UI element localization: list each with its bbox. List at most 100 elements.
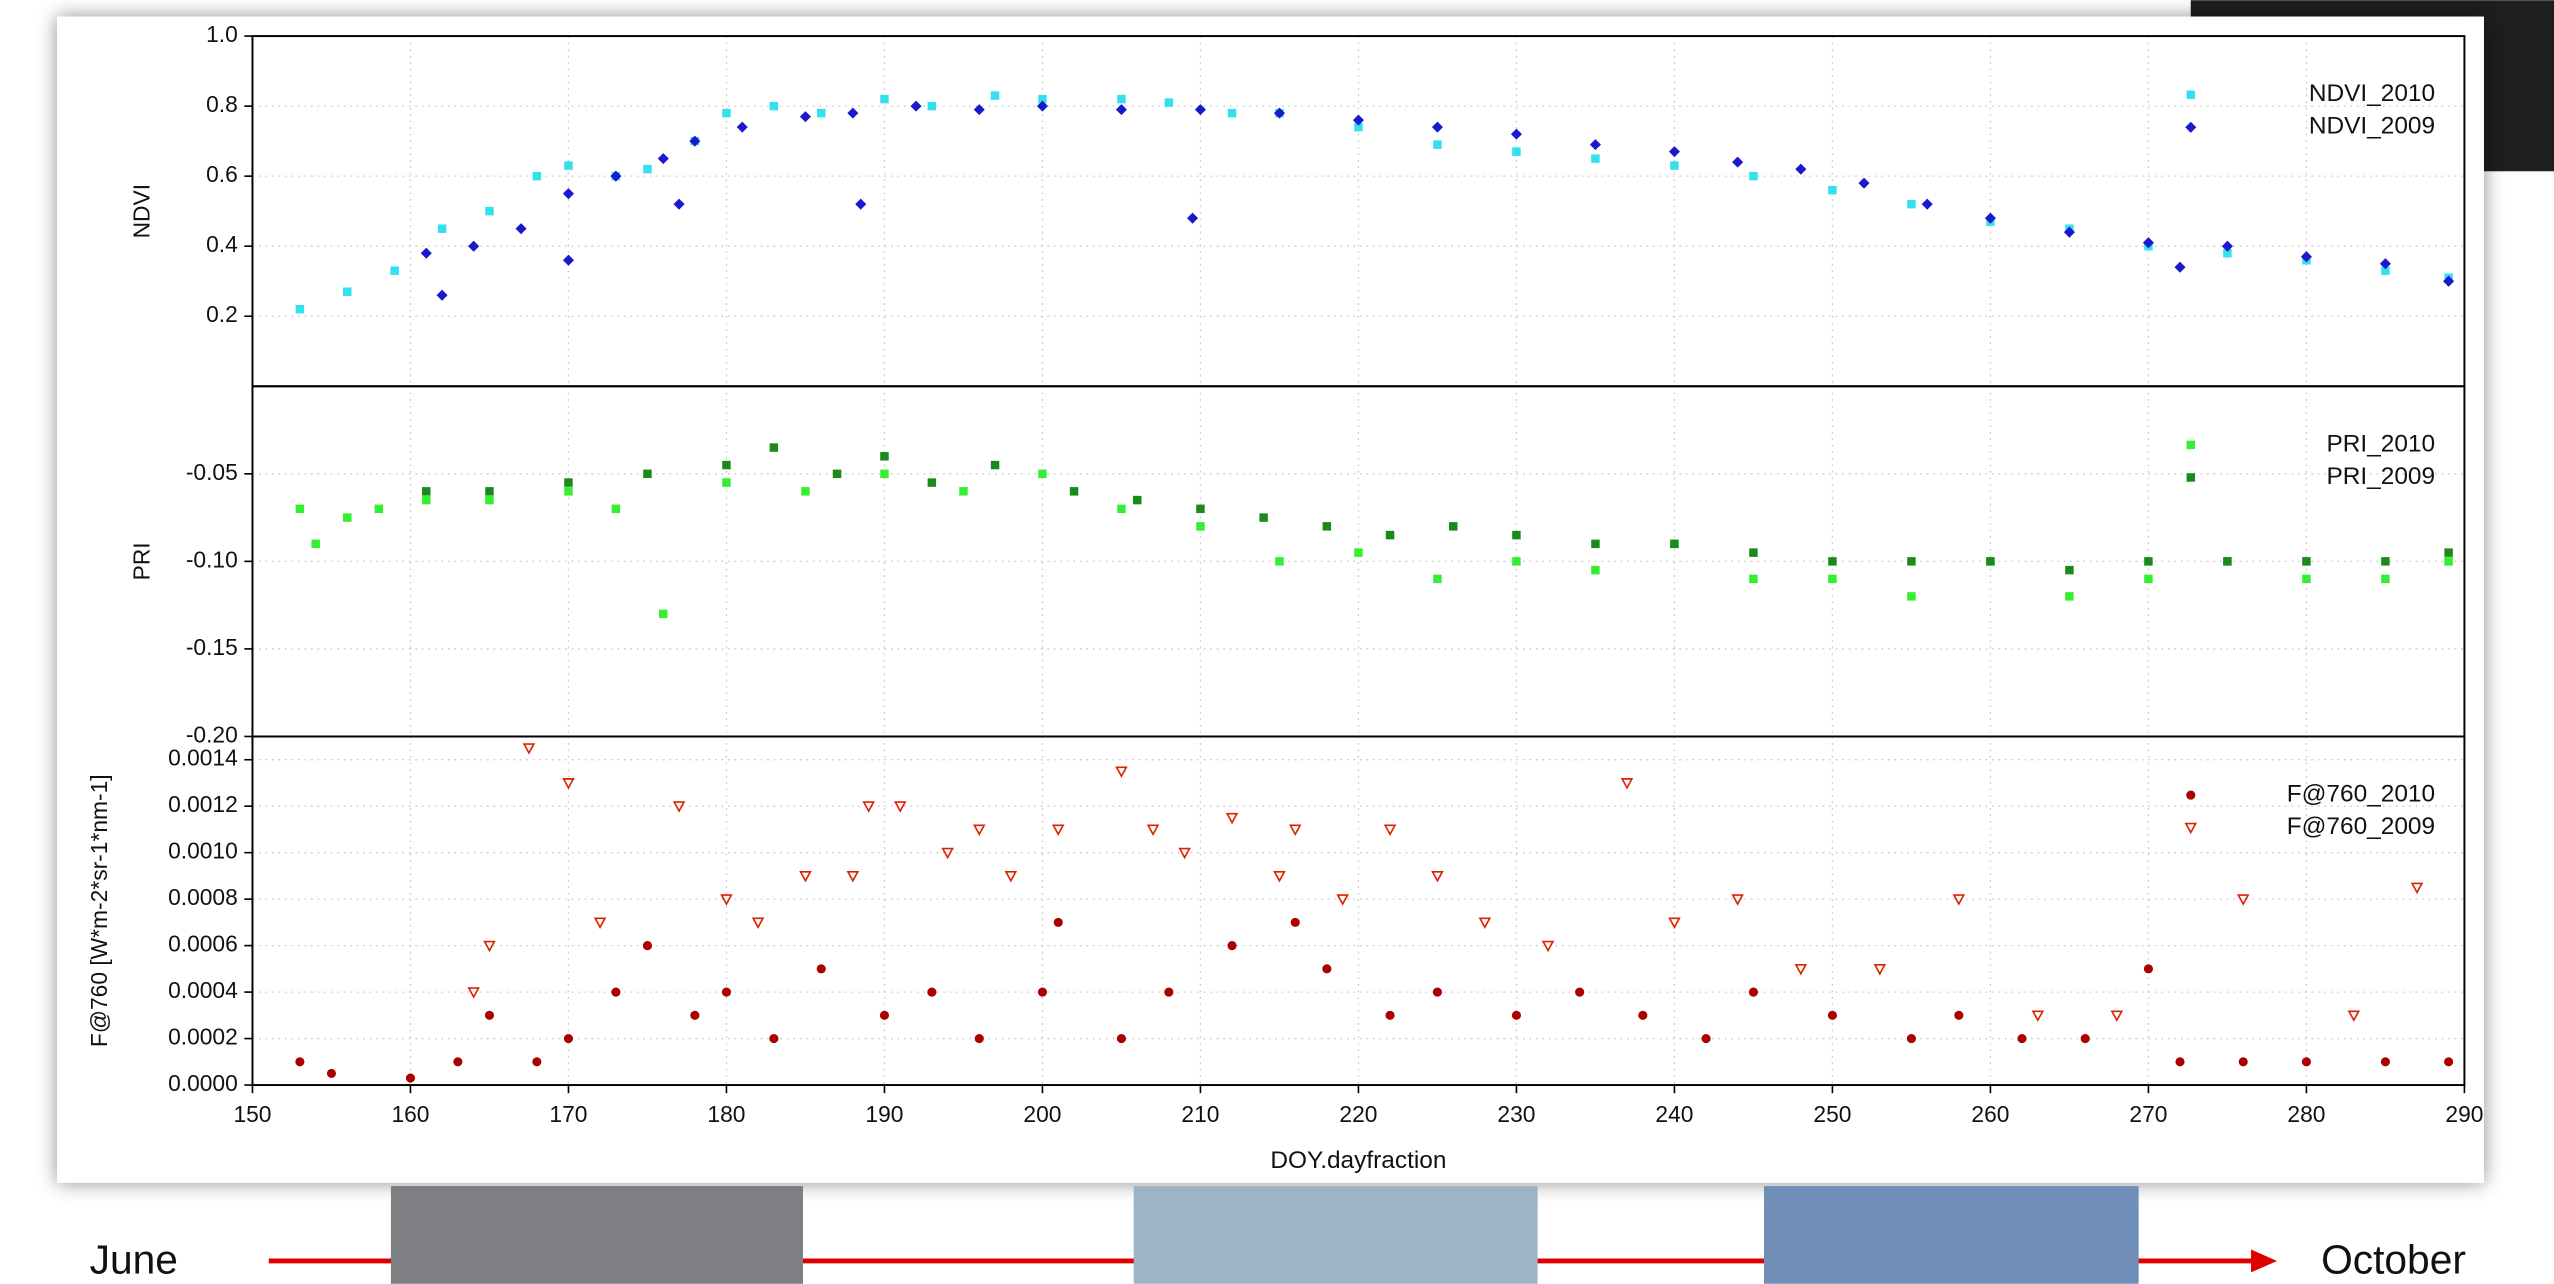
point bbox=[1591, 540, 1599, 548]
point bbox=[643, 941, 652, 950]
point bbox=[1165, 98, 1173, 106]
point bbox=[2381, 557, 2389, 565]
point bbox=[770, 443, 778, 451]
point bbox=[1907, 557, 1915, 565]
legend-marker bbox=[2187, 473, 2195, 481]
x-tick-label: 210 bbox=[1181, 1101, 1219, 1127]
y-tick-label: 0.0000 bbox=[168, 1070, 238, 1096]
y-axis-label: F@760 [W*m-2*sr-1*nm-1] bbox=[86, 774, 112, 1047]
x-tick-label: 280 bbox=[2287, 1101, 2325, 1127]
point bbox=[1433, 988, 1442, 997]
point bbox=[1670, 161, 1678, 169]
point bbox=[2381, 1057, 2390, 1066]
point bbox=[1954, 1011, 1963, 1020]
y-tick-label: 0.0010 bbox=[168, 838, 238, 864]
point bbox=[1291, 918, 1300, 927]
point bbox=[422, 496, 430, 504]
point bbox=[2144, 575, 2152, 583]
y-tick-label: 0.0008 bbox=[168, 884, 238, 910]
point bbox=[2444, 548, 2452, 556]
point bbox=[2444, 1057, 2453, 1066]
point bbox=[1670, 540, 1678, 548]
point bbox=[1449, 522, 1457, 530]
point bbox=[659, 610, 667, 618]
point bbox=[296, 305, 304, 313]
point bbox=[1275, 557, 1283, 565]
point bbox=[1227, 941, 1236, 950]
x-tick-label: 160 bbox=[391, 1101, 429, 1127]
point bbox=[643, 165, 651, 173]
y-tick-label: -0.05 bbox=[186, 459, 238, 485]
legend-label: F@760_2010 bbox=[2287, 781, 2435, 808]
point bbox=[1907, 592, 1915, 600]
y-axis-label: PRI bbox=[128, 542, 154, 580]
point bbox=[833, 470, 841, 478]
legend-label: NDVI_2009 bbox=[2309, 113, 2435, 140]
point bbox=[1196, 505, 1204, 513]
point bbox=[1196, 522, 1204, 530]
legend-label: F@760_2009 bbox=[2287, 813, 2435, 840]
point bbox=[1117, 95, 1125, 103]
point bbox=[438, 224, 446, 232]
legend-label: PRI_2009 bbox=[2326, 463, 2435, 490]
point bbox=[1117, 505, 1125, 513]
point bbox=[817, 964, 826, 973]
point bbox=[1701, 1034, 1710, 1043]
x-tick-label: 200 bbox=[1023, 1101, 1061, 1127]
point bbox=[722, 461, 730, 469]
arrow-head bbox=[2251, 1250, 2277, 1273]
point bbox=[1386, 531, 1394, 539]
y-tick-label: 0.8 bbox=[206, 91, 238, 117]
point bbox=[722, 988, 731, 997]
point bbox=[564, 1034, 573, 1043]
point bbox=[343, 287, 351, 295]
point bbox=[1749, 575, 1757, 583]
point bbox=[880, 95, 888, 103]
point bbox=[722, 109, 730, 117]
legend-label: NDVI_2010 bbox=[2309, 80, 2435, 107]
y-tick-label: 0.6 bbox=[206, 161, 238, 187]
point bbox=[1638, 1011, 1647, 1020]
legend-marker bbox=[2187, 441, 2195, 449]
point bbox=[1591, 154, 1599, 162]
point bbox=[422, 487, 430, 495]
point bbox=[295, 1057, 304, 1066]
point bbox=[2381, 575, 2389, 583]
x-tick-label: 170 bbox=[549, 1101, 587, 1127]
point bbox=[2065, 566, 2073, 574]
point bbox=[991, 91, 999, 99]
point bbox=[390, 266, 398, 274]
point bbox=[1512, 531, 1520, 539]
point bbox=[2144, 557, 2152, 565]
photo bbox=[1764, 1186, 2139, 1284]
point bbox=[2017, 1034, 2026, 1043]
photo bbox=[391, 1186, 803, 1284]
point bbox=[2302, 557, 2310, 565]
legend-marker bbox=[2186, 791, 2195, 800]
point bbox=[296, 505, 304, 513]
point bbox=[1054, 918, 1063, 927]
point bbox=[880, 1011, 889, 1020]
y-tick-label: -0.10 bbox=[186, 546, 238, 572]
x-tick-label: 190 bbox=[865, 1101, 903, 1127]
y-tick-label: 0.0012 bbox=[168, 791, 238, 817]
point bbox=[690, 1011, 699, 1020]
y-tick-label: -0.20 bbox=[186, 721, 238, 747]
point bbox=[1591, 566, 1599, 574]
x-tick-label: 230 bbox=[1497, 1101, 1535, 1127]
point bbox=[769, 1034, 778, 1043]
point bbox=[1828, 186, 1836, 194]
x-tick-label: 250 bbox=[1813, 1101, 1851, 1127]
point bbox=[2223, 557, 2231, 565]
y-tick-label: 0.0006 bbox=[168, 931, 238, 957]
point bbox=[1038, 470, 1046, 478]
y-tick-label: 0.4 bbox=[206, 231, 238, 257]
point bbox=[2302, 575, 2310, 583]
point bbox=[959, 487, 967, 495]
point bbox=[801, 487, 809, 495]
point bbox=[485, 496, 493, 504]
point bbox=[533, 172, 541, 180]
point bbox=[722, 478, 730, 486]
point bbox=[1433, 575, 1441, 583]
point bbox=[2081, 1034, 2090, 1043]
